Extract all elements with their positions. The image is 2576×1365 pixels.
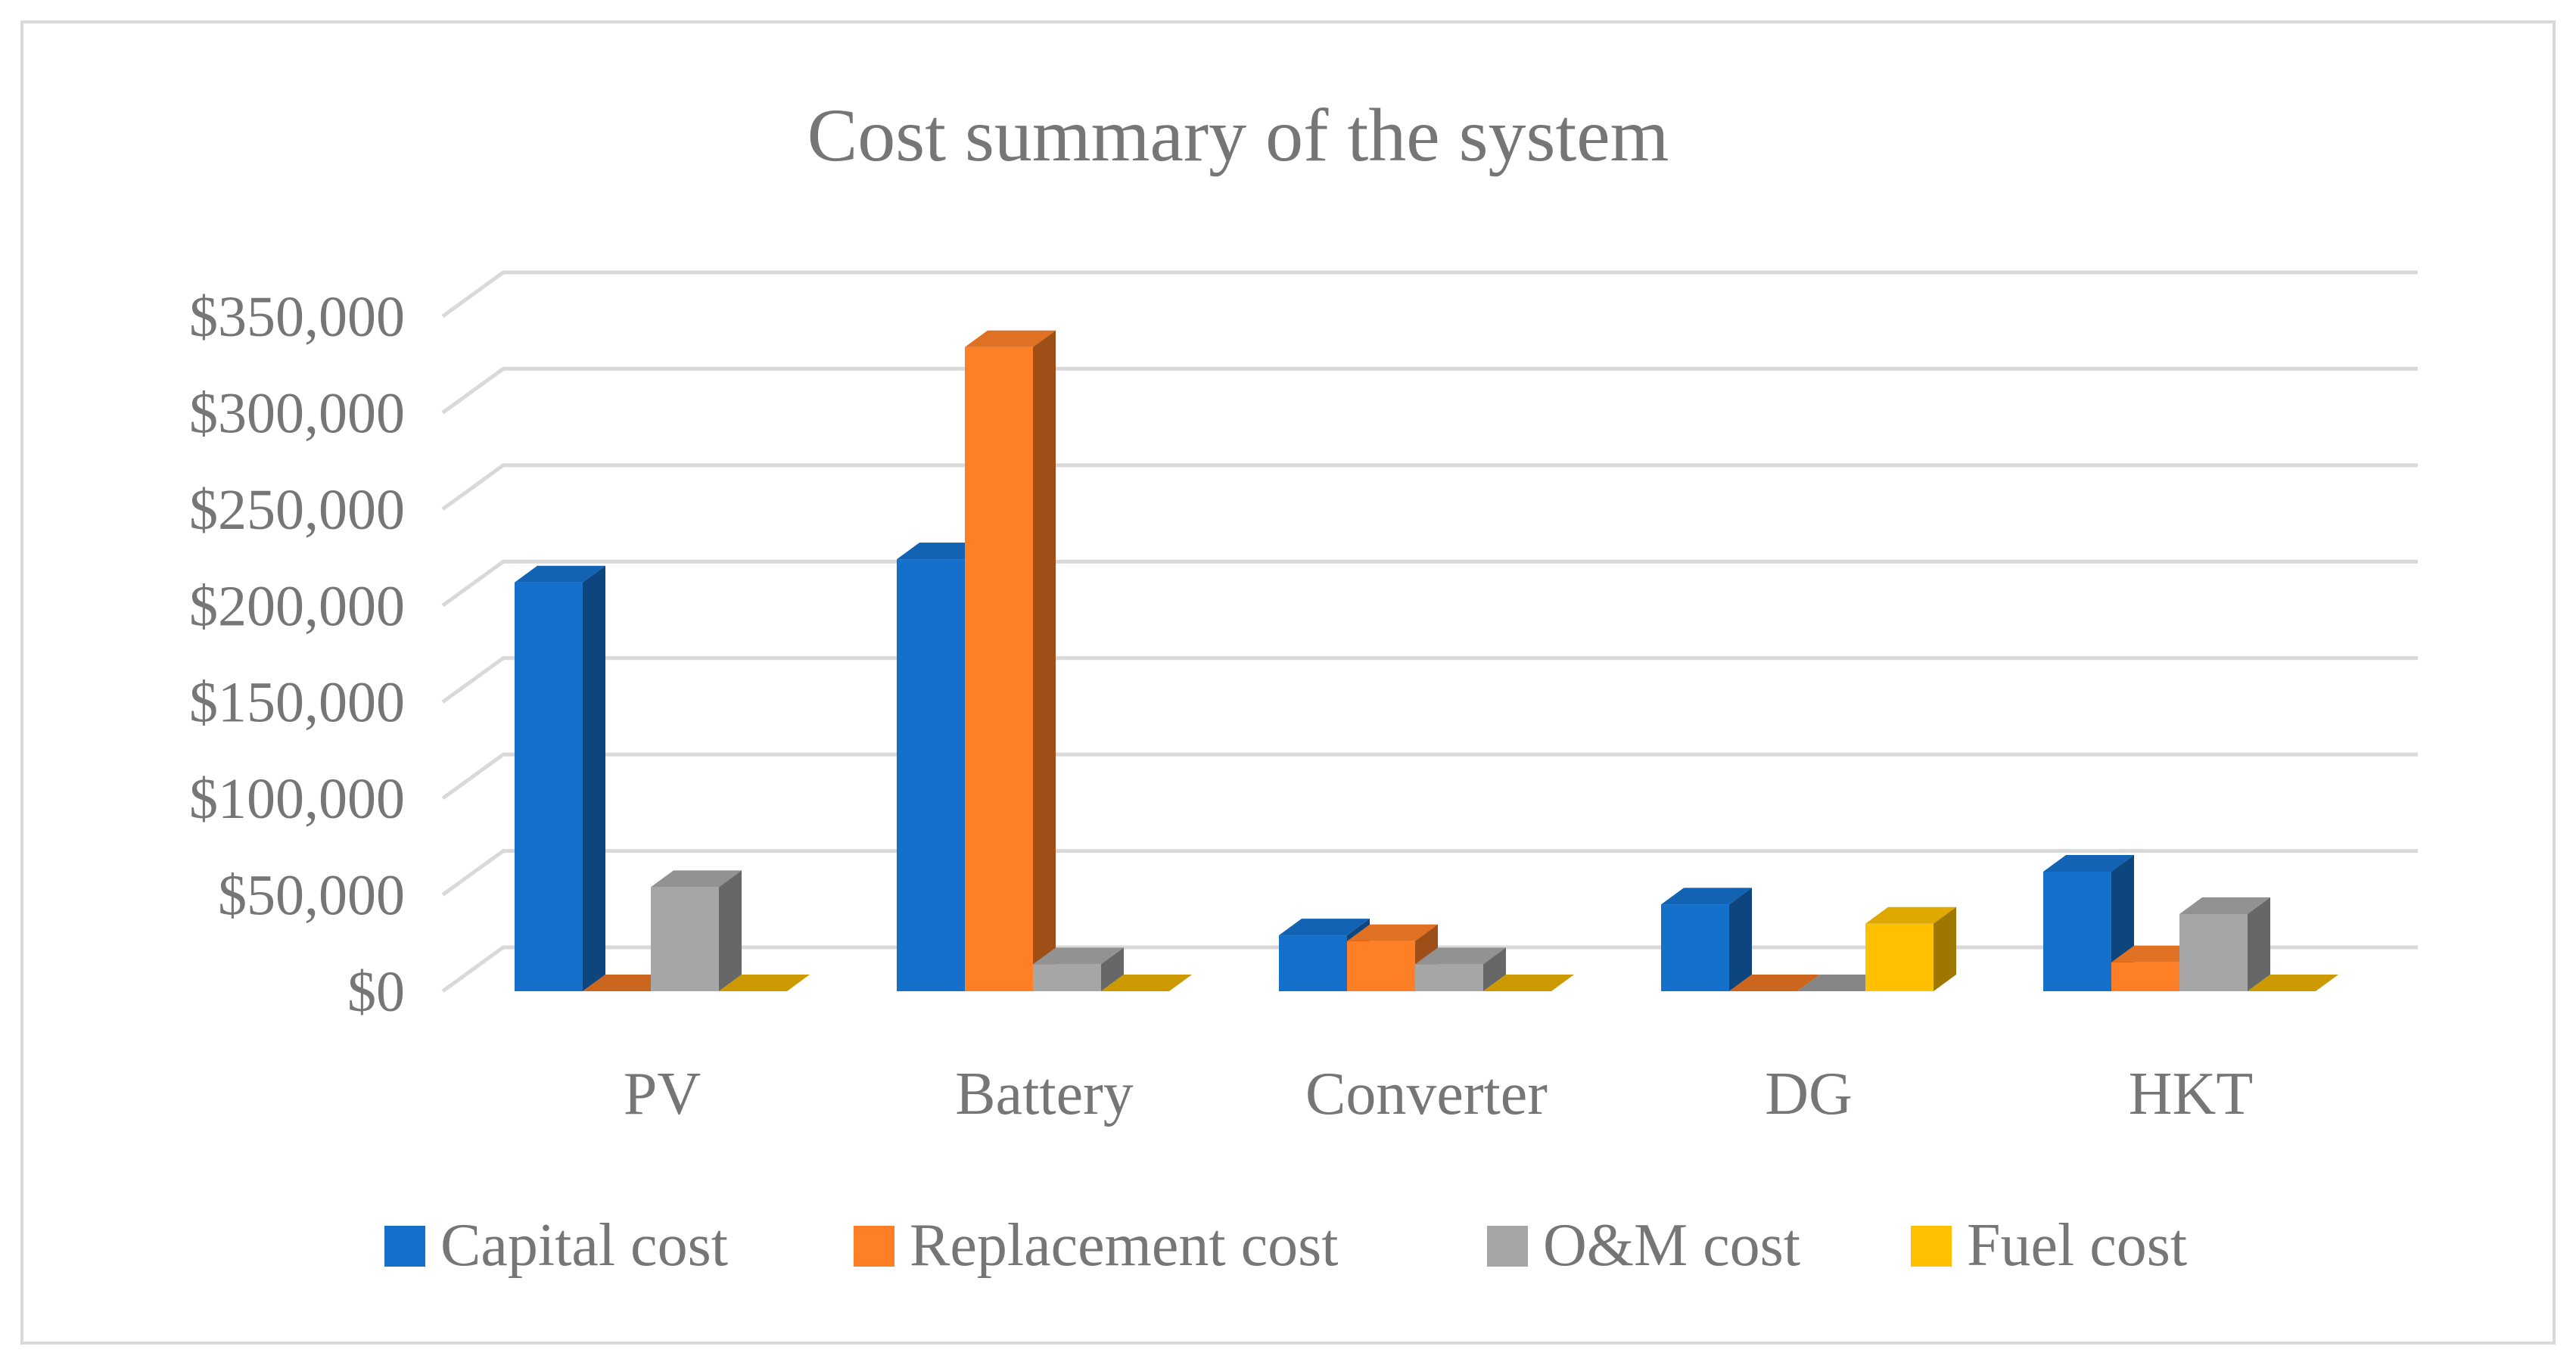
bar-top xyxy=(2043,854,2134,872)
legend-label: Fuel cost xyxy=(1967,1212,2187,1279)
y-tick-label: $200,000 xyxy=(189,574,405,638)
legend-entry: Fuel cost xyxy=(1911,1212,2187,1279)
bar-side xyxy=(2248,897,2270,991)
y-tick-label: $250,000 xyxy=(189,478,405,542)
bar-side xyxy=(1934,906,1956,991)
bar xyxy=(651,870,742,991)
bar-front xyxy=(2043,871,2111,991)
bar-front xyxy=(1347,941,1415,991)
y-tick-label: $300,000 xyxy=(189,381,405,445)
chart-title: Cost summary of the system xyxy=(807,93,1669,177)
bar xyxy=(2248,975,2338,992)
y-tick-label: $50,000 xyxy=(218,864,405,928)
gridline xyxy=(441,849,2418,897)
legend: Capital cost Replacement cost O&M cost Fuel… xyxy=(384,1212,2187,1279)
bar xyxy=(1347,924,1438,991)
bar xyxy=(965,330,1056,992)
bar-top xyxy=(1101,975,1192,991)
bar-top xyxy=(1865,906,1956,924)
gridline xyxy=(441,366,2418,415)
x-tick-label: DG xyxy=(1765,1061,1853,1127)
bar xyxy=(515,565,605,991)
bar xyxy=(1865,906,1956,991)
gridlines xyxy=(441,270,2418,993)
bar-top xyxy=(2179,897,2270,915)
bar xyxy=(2179,897,2270,991)
bar-side xyxy=(719,870,742,991)
bar-top xyxy=(515,565,605,583)
bar-front xyxy=(1661,904,1729,991)
bar-top xyxy=(1661,888,1752,905)
bar-front xyxy=(651,887,719,991)
x-tick-label: HKT xyxy=(2129,1061,2253,1127)
y-tick-label: $150,000 xyxy=(189,671,405,735)
bar-front xyxy=(1415,964,1483,991)
bar-side xyxy=(1033,330,1056,992)
bar-front xyxy=(2179,914,2248,991)
legend-entry: Replacement cost xyxy=(854,1212,1338,1279)
legend-swatch xyxy=(384,1226,425,1267)
bar-top xyxy=(2248,975,2338,991)
legend-swatch xyxy=(1911,1226,1952,1267)
x-axis-labels: PV Battery Converter DG HKT xyxy=(624,1061,2253,1127)
bar xyxy=(719,975,810,992)
bar xyxy=(1729,975,1820,992)
legend-entry: Capital cost xyxy=(384,1212,728,1279)
bar-top xyxy=(1279,919,1370,936)
bar xyxy=(2043,854,2134,991)
gridline xyxy=(441,559,2418,608)
legend-swatch xyxy=(1487,1226,1528,1267)
bar-side xyxy=(1101,947,1124,991)
legend-label: Replacement cost xyxy=(910,1212,1338,1279)
bar-front xyxy=(1865,923,1934,991)
x-tick-label: PV xyxy=(624,1061,701,1127)
gridline xyxy=(441,463,2418,511)
gridline xyxy=(441,945,2418,993)
gridline xyxy=(441,656,2418,704)
y-tick-label: $350,000 xyxy=(189,285,405,349)
bar xyxy=(1483,975,1574,992)
bar-front xyxy=(1279,935,1347,991)
bar-top xyxy=(1415,947,1506,965)
bar-side xyxy=(1729,888,1752,991)
legend-swatch xyxy=(854,1226,894,1267)
bar xyxy=(1661,888,1752,991)
bar-front xyxy=(1033,964,1101,991)
bar-front xyxy=(515,582,583,991)
legend-entry: O&M cost xyxy=(1487,1212,1800,1279)
y-axis-ticks: $0 $50,000 $100,000 $150,000 $200,000 $250,00… xyxy=(189,285,405,1024)
bar-front xyxy=(897,559,965,991)
bar xyxy=(1415,947,1506,991)
x-tick-label: Converter xyxy=(1305,1061,1548,1127)
bar xyxy=(1033,947,1124,991)
bar-top xyxy=(1033,947,1124,965)
bar-side xyxy=(583,565,605,991)
bar-front xyxy=(2111,962,2179,991)
bar-top xyxy=(1483,975,1574,991)
bar-top xyxy=(719,975,810,991)
x-tick-label: Battery xyxy=(955,1061,1133,1127)
bar-top xyxy=(1347,924,1438,941)
bar-front xyxy=(965,347,1033,992)
bar xyxy=(1101,975,1192,992)
y-tick-label: $0 xyxy=(347,960,405,1024)
bar-top xyxy=(1729,975,1820,991)
bars xyxy=(515,330,2338,992)
legend-label: O&M cost xyxy=(1543,1212,1800,1279)
y-tick-label: $100,000 xyxy=(189,767,405,831)
bar-top xyxy=(651,870,742,888)
chart-border xyxy=(20,20,2556,1345)
bar-top xyxy=(965,330,1056,347)
bar-side xyxy=(1483,947,1506,991)
gridline xyxy=(441,752,2418,801)
legend-label: Capital cost xyxy=(440,1212,728,1279)
gridline xyxy=(441,270,2418,319)
